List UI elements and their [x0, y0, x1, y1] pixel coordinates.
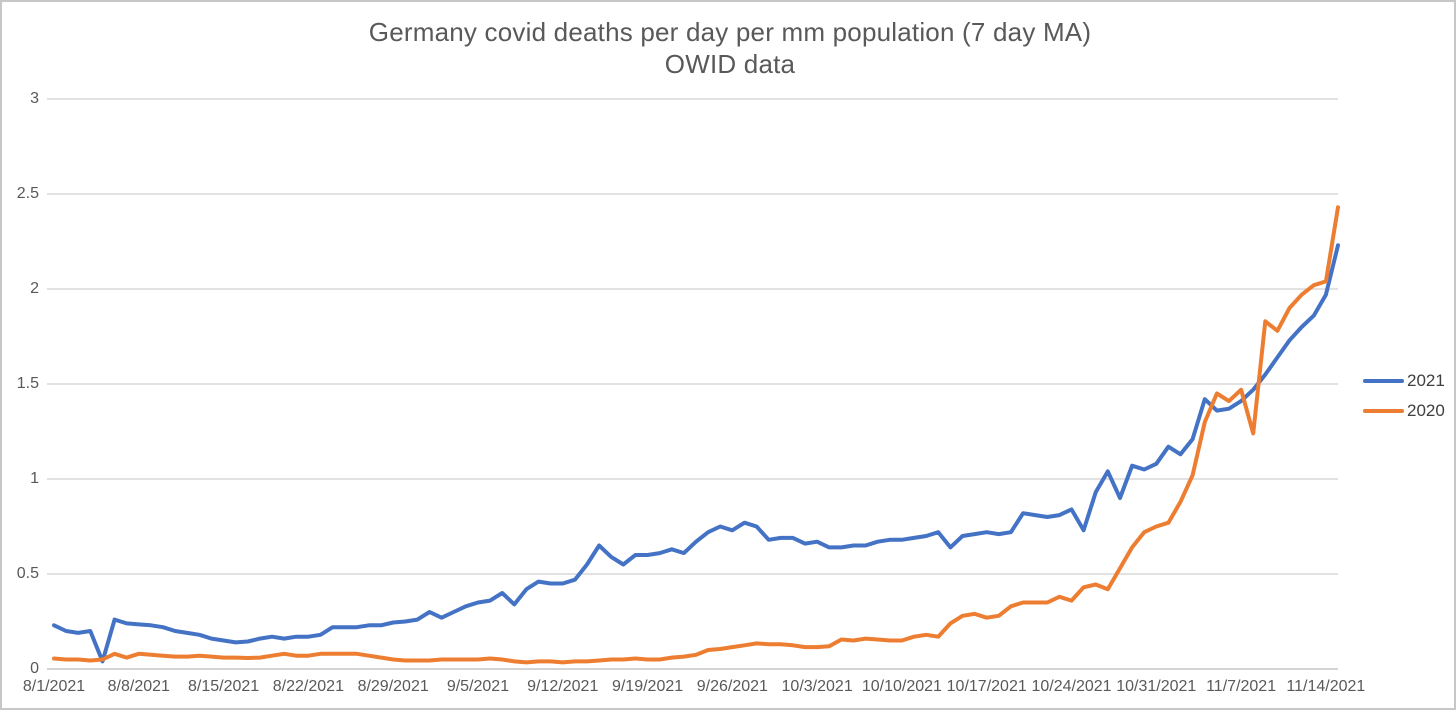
x-tick-label: 8/29/2021 [357, 678, 429, 695]
y-tick-label: 0 [30, 660, 39, 677]
legend-label: 2021 [1407, 371, 1445, 390]
x-tick-label: 10/31/2021 [1116, 678, 1197, 695]
x-tick-label: 10/3/2021 [781, 678, 853, 695]
legend-label: 2020 [1407, 401, 1445, 420]
y-tick-label: 3 [30, 90, 39, 107]
x-tick-label: 8/8/2021 [107, 678, 170, 695]
x-tick-label: 11/14/2021 [1286, 678, 1366, 695]
legend-line-swatch [1363, 378, 1404, 384]
y-tick-label: 2.5 [16, 185, 39, 202]
y-tick-label: 2 [30, 280, 39, 297]
legend-item-2020[interactable]: 2020 [1363, 402, 1445, 420]
legend-line-swatch [1363, 408, 1404, 414]
x-tick-label: 9/26/2021 [696, 678, 768, 695]
x-tick-label: 10/17/2021 [946, 678, 1027, 695]
x-tick-label: 9/12/2021 [527, 678, 599, 695]
x-tick-label: 9/5/2021 [446, 678, 510, 695]
legend-item-2021[interactable]: 2021 [1363, 372, 1445, 390]
series-line-2021[interactable] [52, 243, 1340, 664]
y-tick-label: 1 [30, 470, 39, 487]
y-tick-label: 0.5 [16, 565, 39, 582]
y-tick-label: 1.5 [16, 375, 39, 392]
x-tick-label: 10/24/2021 [1031, 678, 1112, 695]
x-tick-label: 8/15/2021 [187, 678, 260, 695]
series-line-2020[interactable] [52, 205, 1340, 665]
x-tick-label: 10/10/2021 [861, 678, 942, 695]
x-tick-label: 11/7/2021 [1206, 678, 1277, 695]
x-tick-label: 9/19/2021 [611, 678, 684, 695]
x-tick-label: 8/1/2021 [22, 678, 86, 695]
x-tick-label: 8/22/2021 [272, 678, 344, 695]
